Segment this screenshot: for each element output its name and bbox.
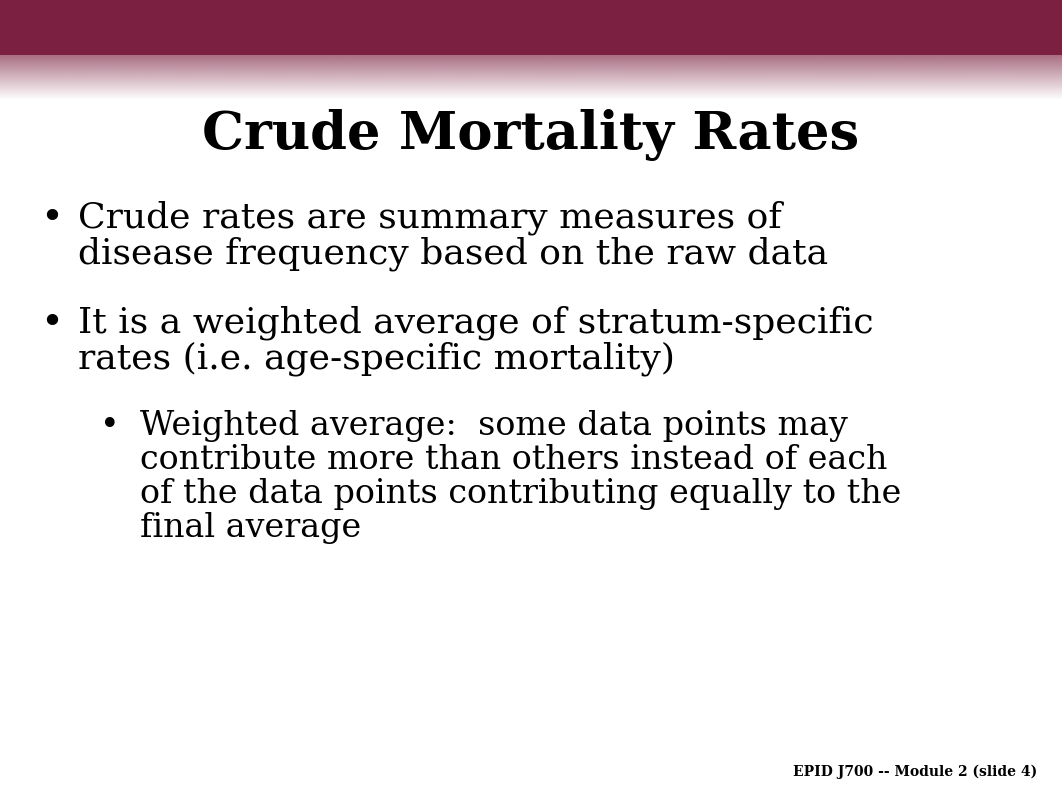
Text: It is a weighted average of stratum-specific: It is a weighted average of stratum-spec… — [78, 305, 874, 340]
Text: •: • — [40, 305, 63, 342]
Text: EPID J700 -- Module 2 (slide 4): EPID J700 -- Module 2 (slide 4) — [792, 764, 1037, 779]
Text: contribute more than others instead of each: contribute more than others instead of e… — [140, 444, 888, 476]
Text: Crude rates are summary measures of: Crude rates are summary measures of — [78, 200, 782, 234]
Text: •: • — [40, 200, 63, 237]
Text: •: • — [100, 410, 120, 442]
Bar — [0, 0, 1062, 55]
Text: final average: final average — [140, 512, 361, 544]
Text: of the data points contributing equally to the: of the data points contributing equally … — [140, 478, 902, 510]
Text: rates (i.e. age-specific mortality): rates (i.e. age-specific mortality) — [78, 341, 675, 375]
Text: Crude Mortality Rates: Crude Mortality Rates — [203, 109, 859, 161]
Text: Weighted average:  some data points may: Weighted average: some data points may — [140, 410, 847, 442]
Text: disease frequency based on the raw data: disease frequency based on the raw data — [78, 236, 828, 270]
